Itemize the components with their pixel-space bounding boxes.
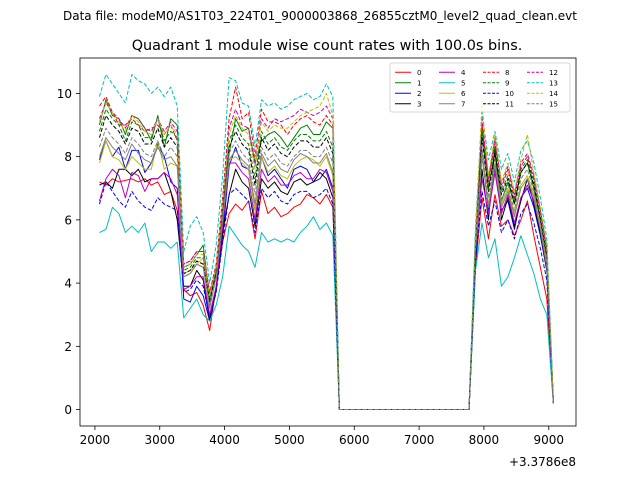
legend-entry-12: 12 bbox=[527, 69, 558, 77]
legend-box bbox=[389, 62, 571, 113]
legend-label: 12 bbox=[549, 69, 558, 77]
x-tick-label: 7000 bbox=[404, 433, 435, 447]
x-tick-label: 6000 bbox=[339, 433, 370, 447]
x-tick-label: 3000 bbox=[144, 433, 175, 447]
y-tick-label: 4 bbox=[64, 277, 72, 291]
legend-label: 7 bbox=[461, 100, 465, 108]
series-line-14 bbox=[98, 92, 554, 411]
y-tick-label: 8 bbox=[64, 150, 72, 164]
legend-label: 9 bbox=[505, 79, 509, 87]
series-layer bbox=[98, 73, 554, 411]
legend-entry-7: 7 bbox=[439, 100, 465, 108]
series-line-9 bbox=[98, 108, 554, 411]
legend-entry-0: 0 bbox=[395, 69, 421, 77]
series-line-15 bbox=[98, 127, 554, 411]
series-line-4 bbox=[98, 162, 554, 411]
legend-entry-15: 15 bbox=[527, 100, 558, 108]
legend-entry-8: 8 bbox=[483, 69, 509, 77]
legend-entry-14: 14 bbox=[527, 90, 558, 98]
legend-entry-10: 10 bbox=[483, 90, 514, 98]
chart-title: Quadrant 1 module wise count rates with … bbox=[132, 38, 523, 54]
legend-entry-5: 5 bbox=[439, 79, 465, 87]
legend-entry-2: 2 bbox=[395, 90, 421, 98]
x-axis-offset-label: +3.3786e8 bbox=[509, 455, 576, 469]
axes-frame bbox=[79, 57, 577, 427]
series-line-13 bbox=[98, 73, 554, 411]
legend-entry-3: 3 bbox=[395, 100, 421, 108]
series-line-0 bbox=[99, 178, 554, 411]
x-tick-label: 9000 bbox=[533, 433, 564, 447]
legend-label: 4 bbox=[461, 69, 466, 77]
x-tick-label: 4000 bbox=[209, 433, 240, 447]
chart-suptitle: Data file: modeM0/AS1T03_224T01_90000038… bbox=[63, 9, 577, 23]
y-tick-label: 2 bbox=[64, 340, 72, 354]
y-tick-label: 6 bbox=[64, 213, 72, 227]
legend-entry-11: 11 bbox=[483, 100, 514, 108]
legend-label: 3 bbox=[417, 100, 421, 108]
legend-entry-9: 9 bbox=[483, 79, 509, 87]
legend-label: 0 bbox=[417, 69, 421, 77]
y-tick-label: 0 bbox=[64, 403, 72, 417]
legend-entry-13: 13 bbox=[527, 79, 558, 87]
axes-background bbox=[80, 58, 576, 426]
y-axis: 0 2 4 6 8 10 bbox=[57, 87, 80, 417]
legend-label: 8 bbox=[505, 69, 509, 77]
x-tick-label: 2000 bbox=[80, 433, 111, 447]
legend-label: 2 bbox=[417, 90, 421, 98]
legend-label: 15 bbox=[549, 100, 558, 108]
y-tick-label: 10 bbox=[57, 87, 72, 101]
legend-label: 14 bbox=[549, 90, 558, 98]
legend-label: 6 bbox=[461, 90, 466, 98]
x-axis: 2000 3000 4000 5000 6000 7000 8000 9000 bbox=[80, 426, 564, 447]
legend-label: 1 bbox=[417, 79, 421, 87]
legend-label: 11 bbox=[505, 100, 514, 108]
series-line-10 bbox=[98, 181, 554, 411]
legend-entry-1: 1 bbox=[395, 79, 421, 87]
x-tick-label: 5000 bbox=[274, 433, 305, 447]
x-tick-label: 8000 bbox=[469, 433, 500, 447]
series-line-5 bbox=[99, 206, 554, 411]
legend-entry-4: 4 bbox=[439, 69, 466, 77]
legend-entry-6: 6 bbox=[439, 90, 466, 98]
legend-label: 10 bbox=[505, 90, 514, 98]
plot-area bbox=[79, 57, 577, 427]
legend-label: 13 bbox=[549, 79, 558, 87]
legend-label: 5 bbox=[461, 79, 465, 87]
